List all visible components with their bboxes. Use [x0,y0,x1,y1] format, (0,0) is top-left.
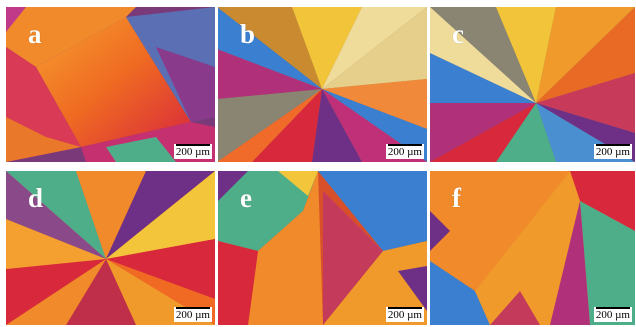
panel-label: a [28,19,42,49]
scale-bar-line [387,307,422,309]
scale-bar: 200 µm [173,307,212,322]
micrograph-image-e [218,171,427,325]
panel-label: f [452,183,461,213]
scale-bar-line [595,144,630,146]
micrograph-image-a [6,7,215,162]
micrograph-panel-f: f 200 µm [430,171,635,325]
micrograph-panel-e: e 200 µm [218,171,427,325]
scale-bar: 200 µm [385,307,424,322]
panel-label: e [240,183,252,213]
micrograph-panel-c: c 200 µm [430,7,635,162]
scale-bar: 200 µm [593,307,632,322]
panel-label: c [452,19,464,49]
scale-bar-line [595,307,630,309]
scale-bar-line [175,144,210,146]
scale-bar: 200 µm [593,144,632,159]
scale-bar-label: 200 µm [595,309,630,321]
micrograph-image-b [218,7,427,162]
scale-bar: 200 µm [385,144,424,159]
panel-label: b [240,19,256,49]
micrograph-image-f [430,171,635,325]
scale-bar: 200 µm [173,144,212,159]
scale-bar-line [175,307,210,309]
scale-bar-label: 200 µm [387,146,422,158]
panel-label: d [28,183,44,213]
scale-bar-label: 200 µm [175,146,210,158]
scale-bar-label: 200 µm [387,309,422,321]
scale-bar-label: 200 µm [595,146,630,158]
scale-bar-label: 200 µm [175,309,210,321]
micrograph-panel-d: d 200 µm [6,171,215,325]
scale-bar-line [387,144,422,146]
micrograph-panel-a: a 200 µm [6,7,215,162]
micrograph-panel-b: b 200 µm [218,7,427,162]
